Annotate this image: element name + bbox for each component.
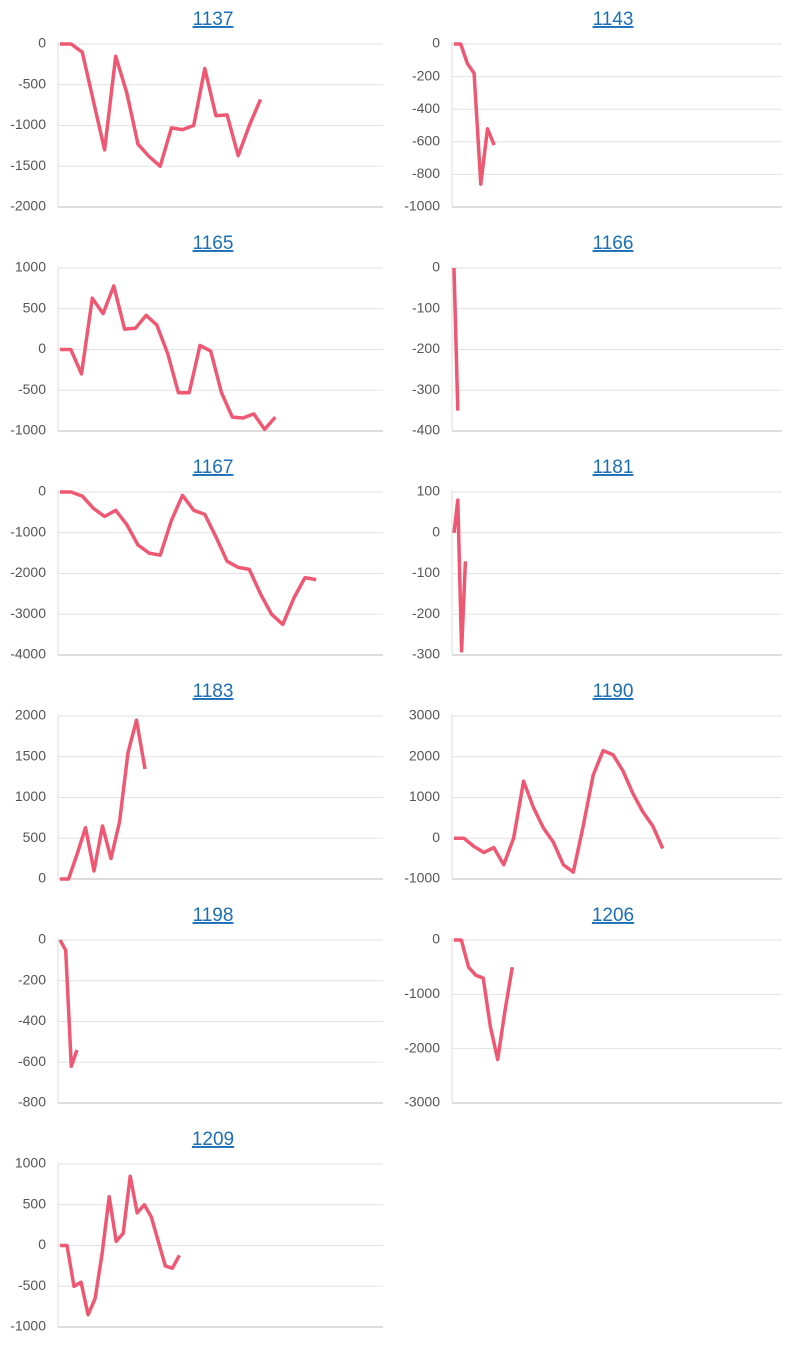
- y-tick-label: -200: [412, 340, 440, 356]
- y-tick-label: 1000: [409, 788, 440, 804]
- y-tick-label: -300: [412, 646, 440, 662]
- chart-title[interactable]: 1190: [593, 681, 634, 702]
- y-tick-label: -400: [412, 422, 440, 438]
- y-tick-label: 0: [432, 259, 440, 275]
- y-tick-label: -2000: [404, 1039, 440, 1055]
- chart-title[interactable]: 1209: [192, 1129, 234, 1150]
- y-tick-label: -800: [18, 1094, 46, 1110]
- y-tick-label: -600: [18, 1053, 46, 1069]
- y-tick-label: -200: [18, 971, 46, 987]
- y-tick-label: -2000: [10, 198, 46, 214]
- y-tick-label: -1000: [404, 870, 440, 886]
- y-tick-label: 0: [38, 931, 46, 947]
- y-tick-label: -2000: [10, 564, 46, 580]
- y-tick-label: 0: [38, 1236, 46, 1252]
- y-tick-label: -100: [412, 564, 440, 580]
- chart-title[interactable]: 1165: [193, 233, 234, 254]
- y-tick-label: 500: [23, 299, 47, 315]
- y-tick-label: 0: [432, 931, 440, 947]
- data-line: [60, 1174, 181, 1317]
- chart-title[interactable]: 1181: [593, 457, 634, 478]
- y-tick-label: -1500: [10, 157, 46, 173]
- data-line: [60, 490, 317, 627]
- y-tick-label: 100: [417, 483, 441, 499]
- y-tick-label: 0: [38, 340, 46, 356]
- y-tick-label: -500: [18, 381, 46, 397]
- y-tick-label: -300: [412, 381, 440, 397]
- y-tick-label: -100: [412, 299, 440, 315]
- y-tick-label: -1000: [10, 422, 46, 438]
- y-tick-label: 1000: [15, 259, 46, 275]
- y-tick-label: -1000: [10, 523, 46, 539]
- y-tick-label: -200: [412, 605, 440, 621]
- y-tick-label: 0: [432, 523, 440, 539]
- y-tick-label: 2000: [409, 747, 440, 763]
- data-line: [60, 718, 147, 881]
- data-line: [58, 939, 79, 1069]
- y-tick-label: 0: [432, 829, 440, 845]
- chart-title[interactable]: 1198: [193, 905, 234, 926]
- data-line: [60, 284, 277, 432]
- y-tick-label: 500: [23, 1195, 47, 1211]
- data-line: [60, 42, 263, 169]
- chart-title[interactable]: 1206: [592, 905, 634, 926]
- y-tick-label: 3000: [409, 707, 440, 723]
- y-tick-label: 1500: [15, 747, 46, 763]
- data-line: [454, 748, 665, 874]
- y-tick-label: 0: [38, 870, 46, 886]
- y-tick-label: -400: [18, 1012, 46, 1028]
- chart-title[interactable]: 1137: [193, 9, 234, 30]
- y-tick-label: 0: [38, 35, 46, 51]
- chart-title[interactable]: 1183: [193, 681, 234, 702]
- y-tick-label: -1000: [404, 198, 440, 214]
- y-tick-label: -600: [412, 133, 440, 149]
- chart-title[interactable]: 1167: [193, 457, 234, 478]
- y-tick-label: 1000: [15, 788, 46, 804]
- chart-title[interactable]: 1166: [593, 233, 634, 254]
- y-tick-label: 2000: [15, 707, 46, 723]
- y-tick-label: -4000: [10, 646, 46, 662]
- y-tick-label: -400: [412, 100, 440, 116]
- y-tick-label: -1000: [10, 116, 46, 132]
- y-tick-label: -1000: [10, 1318, 46, 1334]
- y-tick-label: 1000: [15, 1155, 46, 1171]
- data-line: [452, 498, 468, 653]
- y-tick-label: -3000: [10, 605, 46, 621]
- y-tick-label: -500: [18, 1277, 46, 1293]
- data-line: [452, 267, 460, 411]
- y-tick-label: -1000: [404, 985, 440, 1001]
- data-line: [454, 938, 515, 1062]
- data-line: [454, 42, 496, 186]
- y-tick-label: -800: [412, 165, 440, 181]
- y-tick-label: -500: [18, 75, 46, 91]
- y-tick-label: 0: [38, 483, 46, 499]
- y-tick-label: 500: [23, 829, 47, 845]
- y-tick-label: 0: [432, 35, 440, 51]
- y-tick-label: -200: [412, 67, 440, 83]
- y-tick-label: -3000: [404, 1094, 440, 1110]
- chart-title[interactable]: 1143: [593, 9, 634, 30]
